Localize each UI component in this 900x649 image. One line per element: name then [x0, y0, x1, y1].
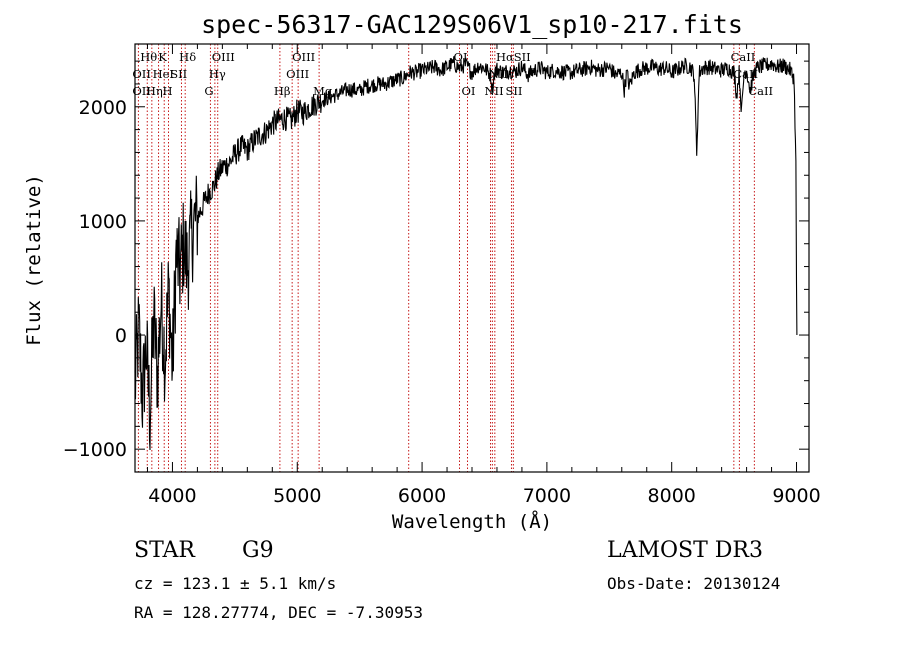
survey-name: LAMOST DR3 [607, 538, 763, 563]
observation-date: Obs-Date: 20130124 [607, 574, 781, 593]
line-label-10: SII [170, 67, 187, 81]
object-class: STAR [134, 538, 195, 563]
object-subclass: G9 [242, 538, 274, 563]
x-tick-label-5: 9000 [772, 485, 820, 507]
chart-title: spec-56317-GAC129S06V1_sp10-217.fits [201, 10, 743, 39]
y-tick-label-1: 0 [115, 325, 127, 347]
line-label-8: OII [132, 67, 151, 81]
y-axis-ticks: −1000 0 1000 2000 [63, 60, 809, 473]
x-tick-label-3: 7000 [523, 485, 571, 507]
y-axis-label: Flux (relative) [23, 174, 45, 346]
line-label-3: OIII [212, 50, 235, 64]
line-label-16: Hη [146, 84, 163, 98]
spectrum-series-line [134, 56, 798, 451]
x-tick-label-4: 8000 [648, 485, 696, 507]
line-label-17: H [162, 84, 172, 98]
x-tick-label-0: 4000 [148, 485, 196, 507]
line-label-1: K [158, 50, 167, 64]
line-label-0: Hθ [140, 50, 157, 64]
y-tick-label-0: −1000 [63, 439, 127, 461]
line-label-2: Hδ [179, 50, 196, 64]
spectral-line-markers [137, 44, 755, 472]
line-label-15: OII [132, 84, 151, 98]
coordinates-readout: RA = 128.27774, DEC = -7.30953 [134, 603, 423, 622]
y-tick-label-2: 1000 [79, 211, 127, 233]
x-axis-label: Wavelength (Å) [392, 510, 552, 533]
line-label-24: CaII [748, 84, 773, 98]
line-label-19: Hβ [274, 84, 291, 98]
x-tick-label-1: 5000 [273, 485, 321, 507]
line-label-12: OIII [286, 67, 309, 81]
line-label-18: G [204, 84, 213, 98]
y-tick-label-3: 2000 [79, 97, 127, 119]
line-label-9: HeI [153, 67, 174, 81]
line-label-21: OI [462, 84, 476, 98]
x-axis-ticks: 4000 5000 6000 7000 8000 9000 [146, 44, 821, 507]
redshift-readout: cz = 123.1 ± 5.1 km/s [134, 574, 337, 593]
line-label-23: SII [505, 84, 522, 98]
x-tick-label-2: 6000 [398, 485, 446, 507]
plot-frame [134, 43, 810, 473]
line-label-6: HαSII [496, 50, 531, 64]
line-label-7: CaII [731, 50, 756, 64]
line-label-4: OIII [292, 50, 315, 64]
line-label-11: Hγ [209, 67, 226, 81]
line-label-22: NII [484, 84, 503, 98]
